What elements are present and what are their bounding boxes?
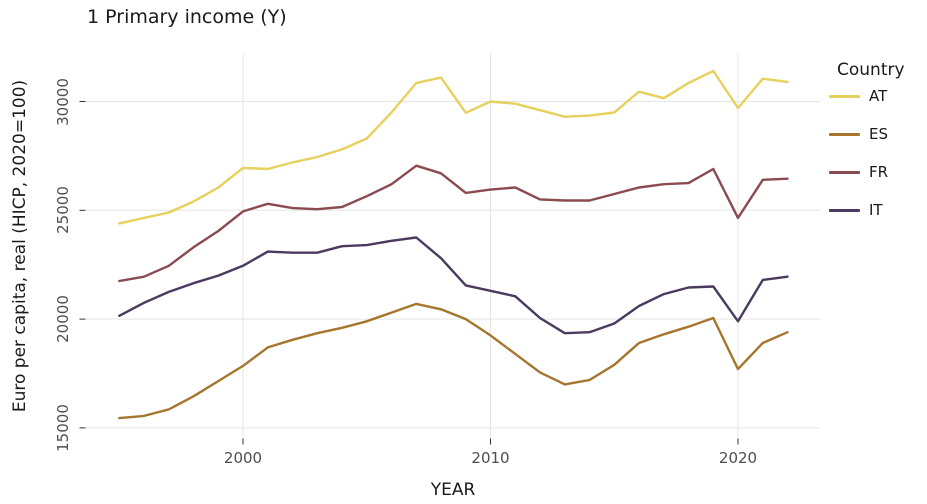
series-line-es [118,302,789,420]
y-tick-label: 20000 [54,295,72,343]
legend-key-line [829,132,860,136]
legend-key-line [829,170,860,174]
x-tick-label: 2010 [471,449,510,467]
legend-item-fr: FR [829,162,888,182]
legend-item-at: AT [829,86,887,106]
series-line-at [118,69,789,225]
y-tick-label: 25000 [54,186,72,235]
x-axis-title: YEAR [430,480,476,500]
chart-title: 1 Primary income (Y) [87,6,287,28]
legend-label: FR [869,163,889,181]
legend-key-line [829,94,860,98]
legend-key-line [829,208,860,212]
legend-label: IT [869,201,883,219]
legend-title: Country [837,60,905,80]
legend-item-it: IT [829,200,883,220]
legend-item-es: ES [829,124,888,144]
x-tick-label: 2000 [223,449,263,467]
series-line-it [118,236,789,335]
x-tick-label: 2020 [718,449,758,467]
y-axis-title: Euro per capita, real (HICP, 2020=100) [10,79,30,413]
legend-label: AT [869,87,888,105]
series-line-fr [118,164,789,283]
y-tick-label: 15000 [54,404,72,452]
y-tick-label: 30000 [54,77,72,126]
legend-label: ES [869,125,888,143]
